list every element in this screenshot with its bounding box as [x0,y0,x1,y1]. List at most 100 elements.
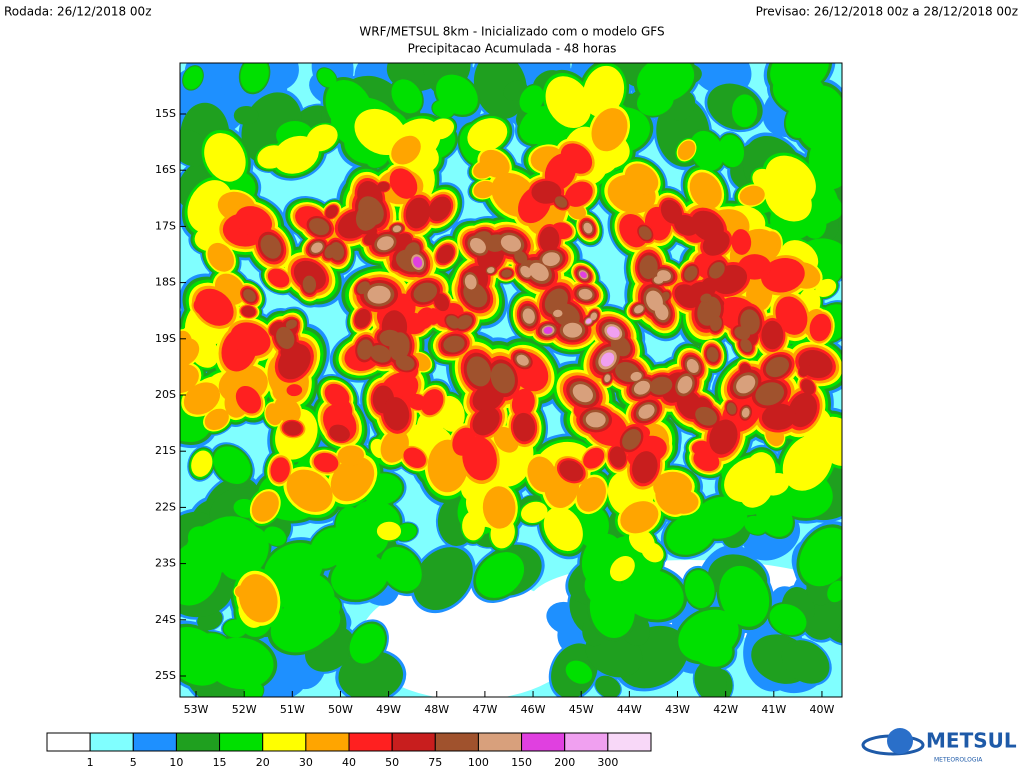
precip-contour [241,306,256,317]
precip-contour [660,199,683,224]
precip-contour [428,196,452,222]
precip-contour [191,450,213,477]
logo-name: METSUL [926,729,1017,753]
legend-swatch [521,732,566,752]
legend-swatch [89,732,134,752]
precip-contour [472,383,505,412]
lat-label: 16S [155,163,176,176]
precip-contour [413,547,473,611]
precip-contour [744,515,767,535]
precip-contour [761,320,784,350]
precip-contour [180,338,200,367]
color-legend: 1 5 10 15 20 30 40 50 75 100 150 200 300 [46,732,652,769]
precip-contour [542,252,560,267]
precip-contour [638,404,655,419]
precip-contour [649,376,673,395]
precip-contour [391,135,421,165]
lon-label: 44W [617,703,642,716]
precip-contour [736,375,756,394]
precip-contour [519,85,545,114]
precip-contour [760,258,805,293]
precip-contour [462,510,485,541]
legend-label: 5 [130,756,137,769]
map-frame [179,62,843,698]
precip-contour [270,457,290,483]
lon-label: 52W [232,703,257,716]
precip-contour [801,379,815,395]
legend-label: 1 [87,756,94,769]
legend-swatch [46,732,91,752]
lat-label: 22S [155,500,176,513]
precip-contour [434,293,450,312]
precip-contour [657,270,671,282]
lon-label: 43W [665,703,690,716]
precip-contour [263,542,324,595]
precip-contour [609,446,627,468]
precip-contour [369,345,392,363]
precip-contour [761,403,796,430]
precip-contour [580,271,587,279]
precip-contour [413,256,423,268]
precip-contour [799,527,842,587]
map-title: WRF/METSUL 8km - Inicializado com o mode… [359,25,664,39]
precip-contour [187,180,233,233]
precip-contour [582,65,625,118]
legend-swatch [305,732,350,752]
legend-swatch [477,732,523,752]
precip-contour [283,421,302,436]
precip-contour [302,275,317,293]
precip-contour [486,267,495,274]
precip-contour [235,385,262,414]
precip-contour [472,407,500,436]
precip-contour [543,326,553,334]
lon-label: 49W [376,703,401,716]
lon-label: 46W [521,703,546,716]
precip-contour [606,326,620,338]
precip-contour [263,526,287,546]
precip-contour [809,313,832,342]
legend-label: 50 [385,756,399,769]
lat-label: 17S [155,219,176,232]
precip-contour [554,196,568,208]
precip-contour [583,222,593,234]
precip-contour [646,290,663,311]
precip-contour [731,94,758,128]
precip-contour [686,359,699,373]
precip-contour [765,356,790,378]
precip-contour [770,63,829,95]
precip-contour [590,312,598,321]
precip-contour [257,145,287,169]
precip-contour [529,262,549,282]
legend-label: 40 [342,756,356,769]
precip-contour [739,185,765,206]
precip-contour [490,363,515,394]
precip-contour [233,106,259,125]
lon-label: 50W [328,703,353,716]
lon-label: 47W [472,703,497,716]
precip-contour [564,181,593,207]
precip-contour [585,412,606,428]
precip-contour [622,429,642,450]
precip-contour [527,456,557,493]
precip-contour [751,256,765,273]
lon-label: 53W [184,703,209,716]
logo-globe [887,728,913,754]
precip-contour [473,63,527,119]
precip-contour [416,410,444,445]
legend-swatch [607,732,652,752]
run-label: Rodada: 26/12/2018 00z [4,5,152,19]
precip-contour [798,363,811,377]
precip-contour [482,486,516,529]
precip-contour [678,609,739,662]
precip-contour [501,269,512,278]
lat-label: 24S [155,613,176,626]
precip-contour [405,197,431,229]
legend-swatch [348,732,393,752]
lon-label: 40W [810,703,835,716]
precip-contour [383,397,410,431]
precip-contour [413,282,438,303]
lat-label: 19S [155,332,176,345]
precip-contour [609,556,635,582]
precip-contour [251,491,279,522]
precip-contour [376,236,394,251]
